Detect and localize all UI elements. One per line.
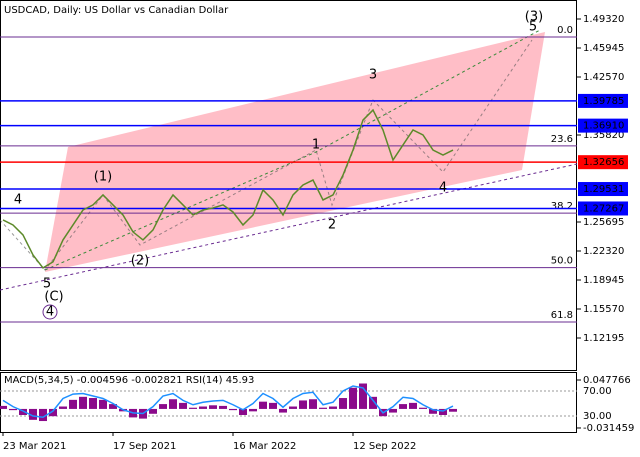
macd-bar	[339, 398, 347, 409]
level-tag	[578, 182, 628, 197]
macd-bar	[159, 404, 167, 409]
price-line	[2, 108, 454, 269]
level-label: 1.32656	[583, 157, 624, 168]
macd-bar	[59, 406, 67, 409]
wave-label: 5	[529, 20, 537, 35]
chart-title: USDCAD, Daily: US Dollar vs Canadian Dol…	[4, 5, 229, 16]
level-label: 1.36910	[583, 121, 624, 132]
wave-label: 3	[369, 68, 377, 83]
macd-bar	[329, 406, 337, 409]
x-tick-label: 16 Mar 2022	[233, 441, 296, 452]
wave-label: 4	[439, 181, 447, 196]
macd-bar	[189, 407, 197, 409]
macd-bar	[299, 400, 307, 409]
wave-label: (1)	[94, 170, 112, 185]
macd-bar	[429, 408, 437, 414]
y-tick-label: 1.45945	[583, 43, 624, 54]
y-tick-label: 0.047766	[583, 375, 631, 386]
macd-bar	[449, 408, 457, 412]
y-tick-label: 1.18945	[583, 275, 624, 286]
macd-bar	[229, 408, 237, 411]
macd-bar	[389, 408, 397, 413]
y-tick-label: 1.42570	[583, 72, 624, 83]
macd-bar	[0, 405, 7, 409]
macd-bar	[259, 401, 267, 409]
macd-bar	[249, 408, 257, 412]
macd-bar	[439, 408, 447, 415]
fib-label: 61.8	[551, 310, 573, 321]
macd-bar	[309, 399, 317, 409]
fib-label: 23.6	[551, 134, 573, 145]
macd-bar	[179, 402, 187, 409]
wave-label: (2)	[131, 254, 149, 269]
support-line	[0, 163, 578, 291]
level-label: 1.39785	[583, 96, 624, 107]
y-tick-label: 1.15570	[583, 304, 624, 315]
fib-label: 0.0	[557, 25, 573, 36]
macd-bar	[419, 407, 427, 409]
macd-bar	[149, 408, 157, 414]
level-label: 1.29531	[583, 184, 624, 195]
macd-bar	[399, 404, 407, 409]
macd-bar	[219, 405, 227, 409]
macd-bar	[349, 387, 357, 409]
x-tick-label: 17 Sep 2021	[113, 441, 176, 452]
macd-bar	[239, 408, 247, 415]
macd-bar	[69, 399, 77, 409]
wave-label: (C)	[44, 290, 63, 305]
y2-tick-label: 70.00	[583, 386, 612, 397]
trend-channel	[45, 32, 545, 272]
y2-tick-label: 30.00	[583, 411, 612, 422]
wave-label: 5	[43, 277, 51, 292]
level-tag	[578, 93, 628, 108]
macd-bar	[99, 399, 107, 409]
fib-label: 50.0	[551, 256, 573, 267]
macd-bar	[289, 406, 297, 409]
indicator-title: MACD(5,34,5) -0.004596 -0.002821 RSI(14)…	[4, 375, 254, 386]
wave-label: 1	[312, 138, 320, 153]
wave-label: 4	[14, 193, 22, 208]
wave-circle	[42, 304, 58, 320]
macd-bar	[319, 407, 327, 409]
macd-bar	[369, 396, 377, 409]
x-tick-label: 23 Mar 2021	[3, 441, 66, 452]
rsi-line	[2, 385, 454, 419]
y-tick-label: 1.25695	[583, 217, 624, 228]
y-tick-label: 1.12195	[583, 333, 624, 344]
y-tick-label: 1.22320	[583, 246, 624, 257]
y-tick-label: -0.031459	[583, 423, 634, 434]
fib-label: 38.2	[551, 201, 573, 212]
wave-projection	[44, 29, 541, 271]
macd-bar	[269, 402, 277, 409]
macd-bar	[39, 408, 47, 422]
wave-path	[0, 39, 533, 271]
wave-label: 2	[328, 218, 336, 233]
level-tag	[578, 201, 628, 216]
macd-bar	[359, 383, 367, 409]
level-tag	[578, 155, 628, 170]
macd-bar	[79, 396, 87, 409]
macd-bar	[49, 408, 57, 417]
macd-bar	[279, 408, 287, 413]
macd-bar	[19, 408, 27, 415]
macd-bar	[199, 406, 207, 409]
y-tick-label: 1.49320	[583, 14, 624, 25]
macd-bar	[409, 402, 417, 409]
x-tick-label: 12 Sep 2022	[353, 441, 416, 452]
macd-bar	[109, 404, 117, 409]
wave-label: (3)	[525, 10, 543, 25]
y-tick-label: 1.35820	[583, 130, 624, 141]
wave-label: 4	[46, 305, 54, 320]
macd-bar	[169, 399, 177, 409]
macd-bar	[89, 398, 97, 409]
macd-bar	[9, 408, 17, 411]
level-label: 1.27267	[583, 203, 624, 214]
macd-bar	[29, 408, 37, 420]
macd-bar	[209, 405, 217, 409]
level-tag	[578, 118, 628, 133]
